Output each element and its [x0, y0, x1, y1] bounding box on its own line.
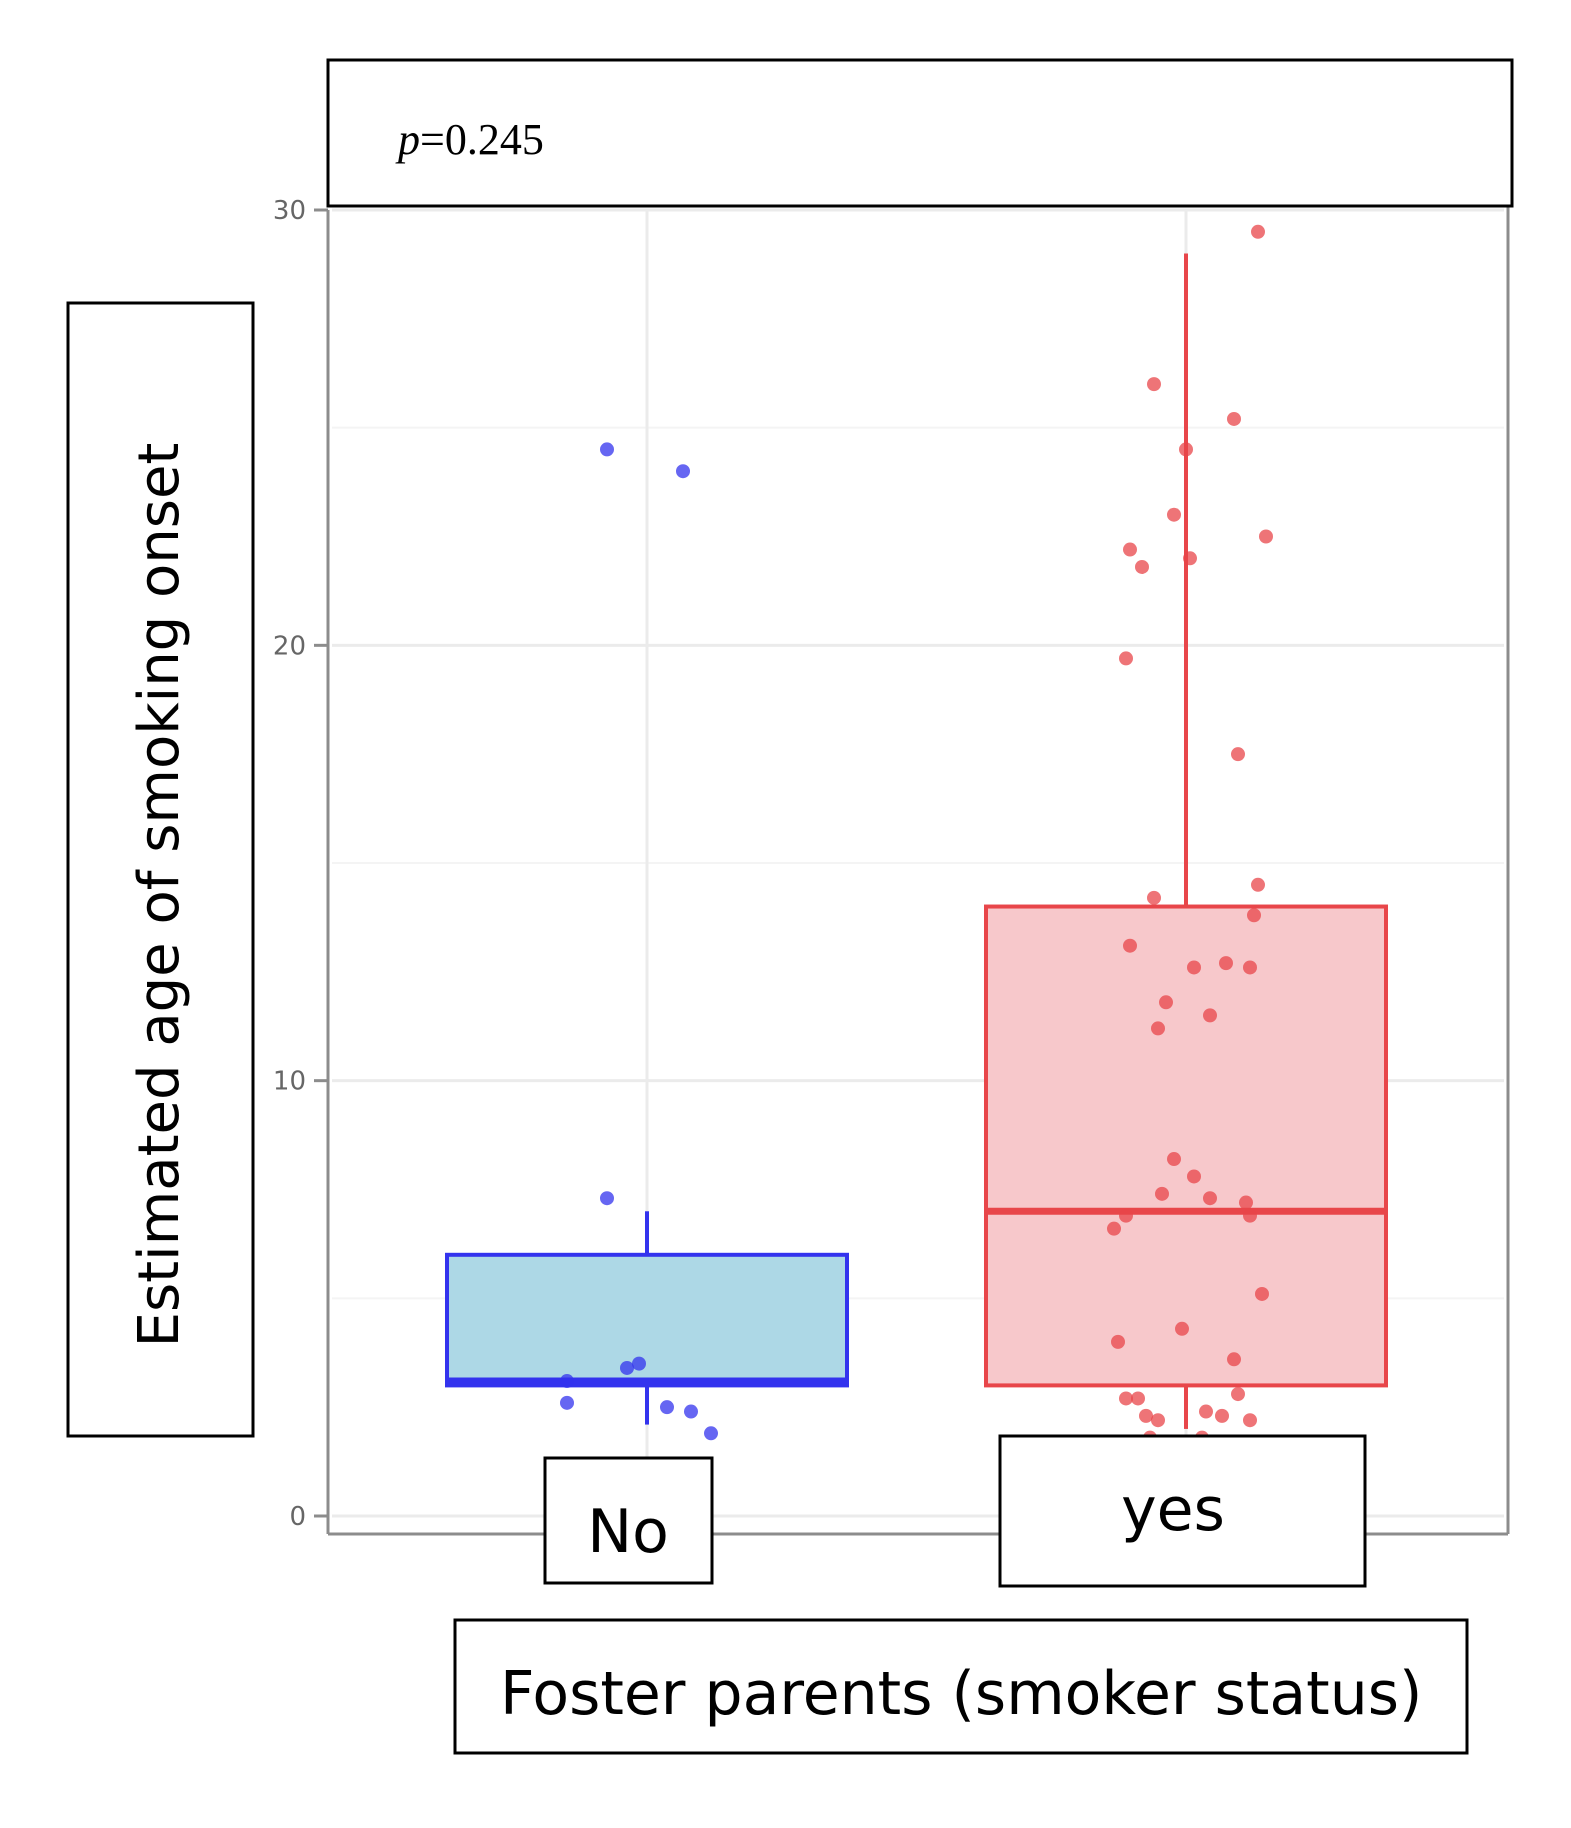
boxes: [445, 253, 1388, 1429]
data-point: [560, 1395, 574, 1410]
y-ticks: 0 10 20 30: [273, 196, 328, 1532]
data-point: [1227, 411, 1241, 426]
data-point: [620, 1360, 634, 1375]
data-point: [1119, 651, 1133, 666]
data-point: [1203, 1008, 1217, 1023]
data-point: [1131, 1391, 1145, 1406]
data-point: [1119, 1208, 1133, 1223]
data-point: [1215, 1408, 1229, 1423]
y-axis-label-box: Estimated age of smoking onset: [66, 301, 255, 1438]
data-point: [1123, 938, 1137, 953]
data-point: [1227, 1352, 1241, 1367]
data-point: [1247, 908, 1261, 923]
annotation-text: p=0.245: [395, 115, 544, 164]
data-point: [1119, 1391, 1133, 1406]
annotation-prefix: p: [395, 115, 420, 164]
data-point: [1231, 1387, 1245, 1402]
data-point: [1243, 1208, 1257, 1223]
x-category-labels: No yes: [543, 1434, 1367, 1588]
data-point: [1175, 1321, 1189, 1336]
data-point: [1167, 507, 1181, 522]
data-point: [1187, 960, 1201, 975]
annotation-value: =0.245: [420, 115, 544, 164]
x-category-frame-no: [543, 1456, 714, 1585]
data-point: [1135, 559, 1149, 574]
data-point: [1203, 1191, 1217, 1206]
data-point: [1255, 1286, 1269, 1301]
data-point: [600, 1191, 614, 1206]
data-point: [1231, 747, 1245, 762]
data-point: [1199, 1404, 1213, 1419]
data-point: [676, 464, 690, 479]
x-category-frame-yes: [998, 1434, 1367, 1588]
data-point: [1123, 542, 1137, 557]
data-point: [1239, 1195, 1253, 1210]
x-category-label-no: No: [587, 1497, 669, 1567]
data-point: [560, 1374, 574, 1389]
box-body: [984, 904, 1388, 1388]
data-point: [1183, 551, 1197, 566]
data-point: [1155, 1186, 1169, 1201]
data-point: [1107, 1221, 1121, 1236]
data-point: [1111, 1334, 1125, 1349]
data-point: [1251, 224, 1265, 239]
x-axis-label-box: Foster parents (smoker status): [453, 1618, 1469, 1755]
y-tick-label: 10: [273, 1067, 306, 1097]
data-point: [660, 1400, 674, 1415]
x-axis-label: Foster parents (smoker status): [500, 1659, 1422, 1729]
x-axis-label-frame: [453, 1618, 1469, 1755]
data-point: [1147, 377, 1161, 392]
data-point: [600, 442, 614, 457]
data-point: [632, 1356, 646, 1371]
data-point: [1187, 1169, 1201, 1184]
y-axis-label-frame: [66, 301, 255, 1438]
data-point: [1151, 1413, 1165, 1428]
data-point: [684, 1404, 698, 1419]
data-point: [1139, 1408, 1153, 1423]
data-point: [1259, 529, 1273, 544]
data-point: [1243, 960, 1257, 975]
data-point: [1167, 1152, 1181, 1167]
x-category-label-yes: yes: [1121, 1475, 1225, 1545]
annotation-frame: [326, 58, 1514, 208]
y-axis-label: Estimated age of smoking onset: [127, 443, 192, 1348]
data-point: [1219, 956, 1233, 971]
data-point: [1251, 877, 1265, 892]
y-tick-label: 0: [289, 1502, 306, 1532]
data-points: [560, 224, 1273, 1445]
data-point: [1159, 995, 1173, 1010]
data-point: [1147, 890, 1161, 905]
data-point: [1151, 1021, 1165, 1036]
data-point: [704, 1426, 718, 1441]
data-point: [1179, 442, 1193, 457]
data-point: [1243, 1413, 1257, 1428]
annotation-box: p=0.245: [326, 58, 1514, 208]
y-tick-label: 20: [273, 631, 306, 661]
box-body: [445, 1252, 849, 1388]
y-tick-label: 30: [273, 196, 306, 226]
